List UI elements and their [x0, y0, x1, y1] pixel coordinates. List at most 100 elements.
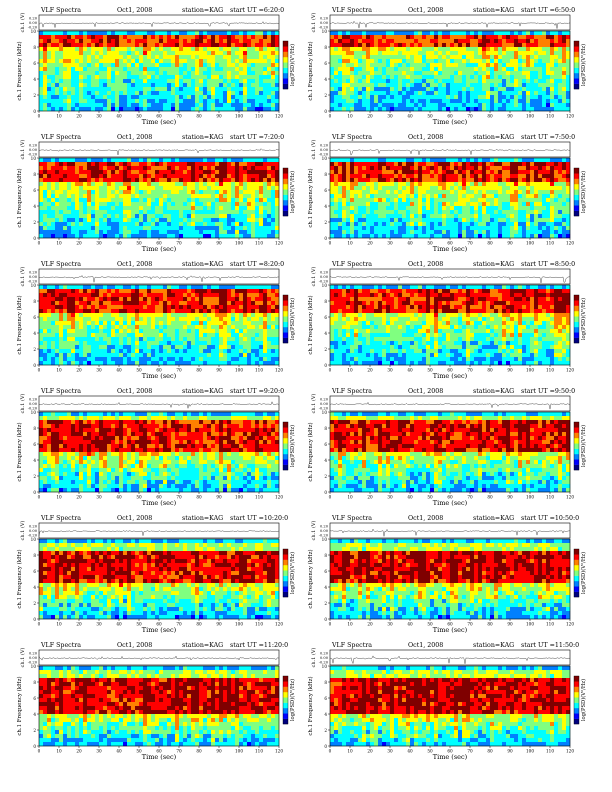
spectrogram-cell	[362, 174, 367, 179]
spectrogram-cell	[147, 59, 152, 64]
spectrogram-cell	[386, 87, 391, 92]
spectrogram-cell	[179, 87, 184, 92]
spectrogram-cell	[482, 83, 487, 88]
spectrogram-cell	[454, 39, 459, 44]
spectrogram-cell	[422, 166, 427, 171]
spectrogram-cell	[398, 79, 403, 84]
spectrogram-cell	[438, 83, 443, 88]
spectrogram-cell	[87, 67, 92, 72]
spectrogram-cell	[211, 234, 216, 239]
spectrogram-cell	[91, 218, 96, 223]
spectrogram-cell	[275, 39, 280, 44]
spectrogram-cell	[470, 230, 475, 235]
spectrogram-cell	[486, 230, 491, 235]
spectrogram-cell	[458, 87, 463, 92]
spectrogram-cell	[75, 166, 80, 171]
spectrogram-cell	[203, 218, 208, 223]
spectrogram-cell	[171, 218, 176, 223]
spectrogram-cell	[119, 47, 124, 52]
spectrogram-cell	[562, 63, 567, 68]
spectrogram-cell	[350, 99, 355, 104]
spectrogram-cell	[123, 170, 128, 175]
spectrogram-cell	[406, 87, 411, 92]
spectrogram-cell	[51, 162, 56, 167]
spectrogram-cell	[247, 198, 252, 203]
spectrogram-cell	[406, 59, 411, 64]
spectrogram-cell	[91, 198, 96, 203]
spectrogram-cell	[47, 31, 52, 36]
spectrogram-cell	[466, 63, 471, 68]
spectrogram-cell	[430, 222, 435, 227]
spectrogram-cell	[47, 174, 52, 179]
spectrogram-cell	[394, 43, 399, 48]
spectrogram-cell	[378, 166, 383, 171]
spectrogram-cell	[95, 218, 100, 223]
spectrogram-cell	[346, 210, 351, 215]
spectrogram-cell	[422, 79, 427, 84]
spectrogram-cell	[155, 166, 160, 171]
spectrogram-cell	[434, 166, 439, 171]
spectrogram-cell	[446, 158, 451, 163]
spectrogram-cell	[442, 214, 447, 219]
spectrogram-cell	[211, 210, 216, 215]
spectrogram-cell	[506, 226, 511, 231]
spectrogram-cell	[203, 43, 208, 48]
spectrogram-cell	[183, 107, 188, 112]
spectrogram-cell	[139, 83, 144, 88]
spectrogram-cell	[450, 47, 455, 52]
spectrogram-cell	[239, 55, 244, 60]
spectrogram-cell	[382, 67, 387, 72]
spectrogram-cell	[438, 71, 443, 76]
spectrogram-cell	[115, 182, 120, 187]
spectrogram-cell	[203, 83, 208, 88]
spectrogram-cell	[382, 190, 387, 195]
spectrogram-cell	[478, 83, 483, 88]
spectrogram-cell	[203, 166, 208, 171]
spectrogram-cell	[490, 214, 495, 219]
spectrogram-cell	[255, 59, 260, 64]
spectrogram-cell	[123, 103, 128, 108]
spectrogram-cell	[135, 91, 140, 96]
spectrogram-cell	[478, 206, 483, 211]
spectrogram-cell	[247, 91, 252, 96]
spectrogram-cell	[259, 194, 264, 199]
spectrogram-cell	[342, 87, 347, 92]
spectrogram-cell	[546, 194, 551, 199]
spectrogram-cell	[43, 166, 48, 171]
spectrogram-cell	[231, 87, 236, 92]
trace-ylabel: ch.1 (V)	[310, 13, 317, 33]
spectrogram-cell	[255, 174, 260, 179]
spectrogram-cell	[215, 47, 220, 52]
spectrogram-cell	[374, 178, 379, 183]
spectrogram-cell	[263, 222, 268, 227]
spectrogram-cell	[215, 178, 220, 183]
freq-tick-label: 2	[324, 93, 327, 98]
spectrogram	[39, 158, 280, 239]
panel-start-ut: start UT =7:20:0	[230, 134, 284, 141]
spectrogram-cell	[263, 83, 268, 88]
spectrogram-cell	[211, 202, 216, 207]
spectrogram-cell	[267, 194, 272, 199]
spectrogram-cell	[211, 47, 216, 52]
spectrogram-cell	[131, 87, 136, 92]
spectrogram-cell	[43, 178, 48, 183]
spectrogram-cell	[131, 63, 136, 68]
spectrogram-cell	[398, 190, 403, 195]
spectrogram-cell	[558, 194, 563, 199]
spectrogram-cell	[87, 95, 92, 100]
spectrogram-cell	[171, 166, 176, 171]
spectrogram-cell	[79, 47, 84, 52]
spectrogram-cell	[342, 95, 347, 100]
spectrogram-cell	[251, 71, 256, 76]
spectrogram-cell	[255, 43, 260, 48]
spectrogram-cell	[87, 107, 92, 112]
spectrogram-cell	[386, 198, 391, 203]
spectrogram-cell	[394, 170, 399, 175]
spectrogram-cell	[43, 190, 48, 195]
spectrogram-cell	[175, 103, 180, 108]
spectrogram-cell	[159, 79, 164, 84]
spectrogram-cell	[67, 174, 72, 179]
spectrogram-cell	[430, 218, 435, 223]
spectrogram-cell	[75, 226, 80, 231]
spectrogram-cell	[470, 31, 475, 36]
